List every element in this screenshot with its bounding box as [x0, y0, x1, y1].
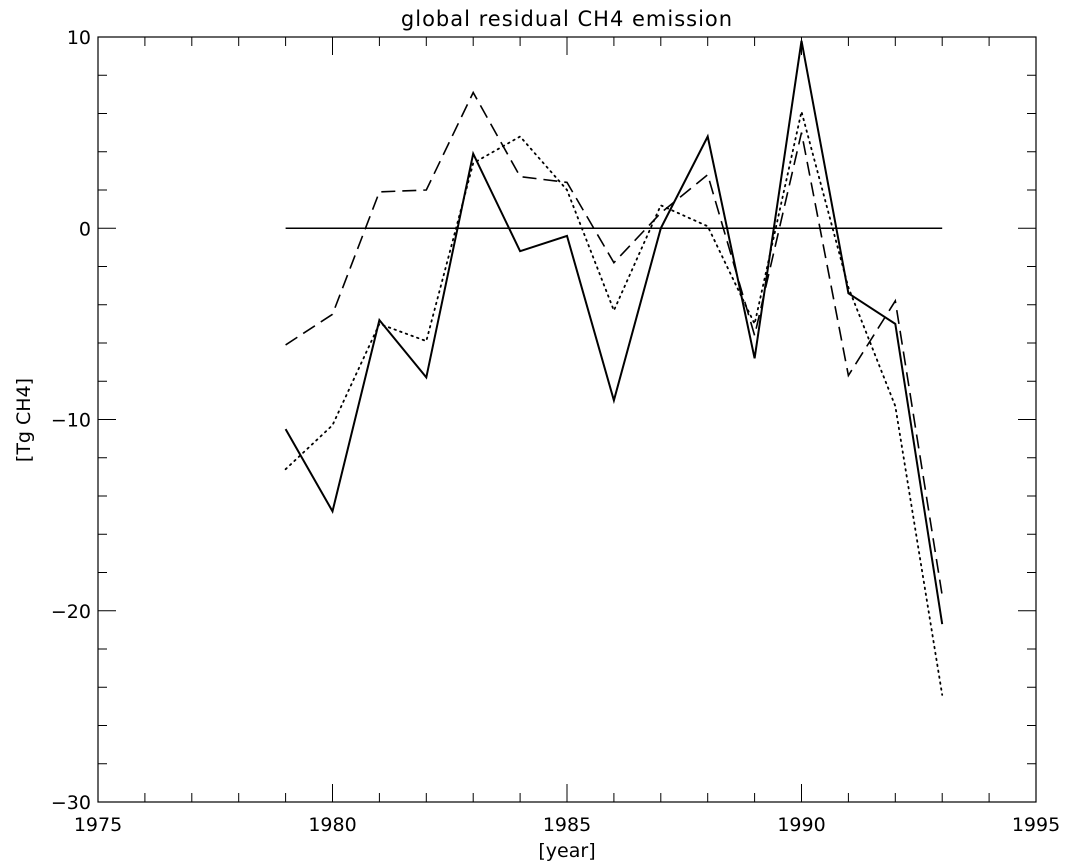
x-axis-label: [year] — [538, 840, 595, 862]
y-tick-label: 0 — [79, 218, 91, 240]
x-tick-label: 1990 — [777, 814, 825, 836]
chart-title: global residual CH4 emission — [401, 7, 733, 31]
x-tick-label: 1980 — [308, 814, 356, 836]
y-axis-tick-labels: −30 −20 −10 0 10 — [51, 27, 91, 814]
y-axis-label: [Tg CH4] — [13, 378, 35, 462]
series-group — [284, 40, 944, 696]
y-tick-label: 10 — [67, 27, 91, 49]
plot-frame — [97, 36, 1037, 803]
y-tick-label: −10 — [51, 410, 91, 432]
series-line-dashed — [285, 90, 943, 596]
y-tick-label: −20 — [51, 601, 91, 623]
series-line-solid — [284, 40, 944, 625]
x-axis-tick-labels: 1975 1980 1985 1990 1995 — [74, 814, 1060, 836]
series-line-dotted — [284, 111, 944, 696]
y-axis-ticks — [98, 36, 1036, 803]
x-tick-label: 1995 — [1012, 814, 1060, 836]
y-tick-label: −30 — [51, 792, 91, 814]
x-axis-ticks — [97, 37, 1037, 802]
x-tick-label: 1975 — [74, 814, 122, 836]
x-tick-label: 1985 — [543, 814, 591, 836]
